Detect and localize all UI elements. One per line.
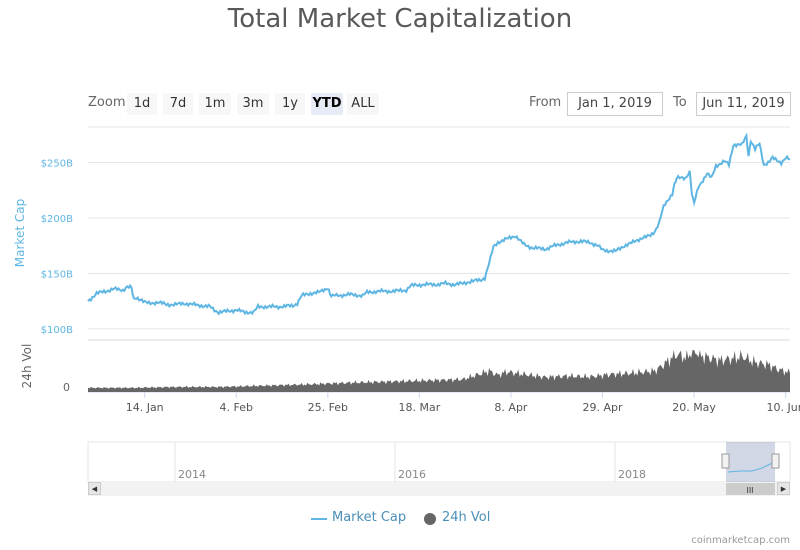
y-tick-label: $150B xyxy=(41,269,73,280)
scroll-left-button[interactable]: ◀ xyxy=(88,482,101,495)
from-date-input[interactable]: Jan 1, 2019 xyxy=(567,92,663,116)
navigator-right-handle[interactable] xyxy=(771,453,780,469)
x-tick-label: 14. Jan xyxy=(126,401,164,414)
zoom-3m-button[interactable]: 3m xyxy=(237,93,269,115)
to-date-input[interactable]: Jun 11, 2019 xyxy=(696,92,791,116)
legend-volume[interactable]: 24h Vol xyxy=(442,510,491,525)
market-cap-line xyxy=(87,132,791,316)
volume-zero-tick: 0 xyxy=(63,381,70,394)
volume-area-group xyxy=(88,350,790,392)
navigator[interactable] xyxy=(87,441,791,483)
gridlines xyxy=(88,126,790,330)
navigator-label-2018: 2018 xyxy=(618,468,646,481)
x-tick-label: 10. Jun xyxy=(767,401,800,414)
navigator-selection[interactable] xyxy=(726,442,775,482)
x-axis-ticks: 14. Jan 4. Feb 25. Feb 18. Mar 8. Apr 29. Apr… xyxy=(126,392,800,414)
zoom-1d-button[interactable]: 1d xyxy=(127,93,157,115)
y-tick-label: $100B xyxy=(41,325,73,336)
navigator-series xyxy=(727,461,776,473)
y-tick-label: $200B xyxy=(41,214,73,225)
zoom-all-button[interactable]: ALL xyxy=(347,93,379,115)
navigator-label-2016: 2016 xyxy=(398,468,426,481)
to-label: To xyxy=(673,95,687,110)
credit-link[interactable]: coinmarketcap.com xyxy=(691,535,790,546)
x-tick-label: 25. Feb xyxy=(308,401,348,414)
navigator-label-2014: 2014 xyxy=(178,468,206,481)
scroll-right-button[interactable]: ▶ xyxy=(777,482,790,495)
volume-area xyxy=(88,350,790,392)
x-tick-label: 20. May xyxy=(672,401,716,414)
from-label: From xyxy=(529,95,562,110)
legend-market-cap[interactable]: Market Cap xyxy=(332,510,407,525)
volume-axis-title: 24h Vol xyxy=(20,344,34,389)
zoom-7d-button[interactable]: 7d xyxy=(163,93,193,115)
zoom-1y-button[interactable]: 1y xyxy=(275,93,305,115)
y-axis-title: Market Cap xyxy=(13,199,27,267)
y-axis-ticks: $100B $150B $200B $250B xyxy=(41,159,73,336)
x-tick-label: 18. Mar xyxy=(399,401,441,414)
zoom-1m-button[interactable]: 1m xyxy=(199,93,231,115)
zoom-ytd-button[interactable]: YTD xyxy=(311,93,343,115)
market-cap-series-group xyxy=(87,132,791,316)
scrollbar-track[interactable] xyxy=(88,482,790,496)
x-tick-label: 4. Feb xyxy=(220,401,253,414)
zoom-label: Zoom xyxy=(88,95,126,110)
y-tick-label: $250B xyxy=(41,159,73,170)
x-tick-label: 8. Apr xyxy=(494,401,527,414)
scrollbar-thumb[interactable] xyxy=(726,483,775,495)
scrollbar-grip-icon: III xyxy=(746,486,753,495)
x-tick-label: 29. Apr xyxy=(582,401,622,414)
navigator-left-handle[interactable] xyxy=(721,453,730,469)
chart-title: Total Market Capitalization xyxy=(227,4,573,34)
